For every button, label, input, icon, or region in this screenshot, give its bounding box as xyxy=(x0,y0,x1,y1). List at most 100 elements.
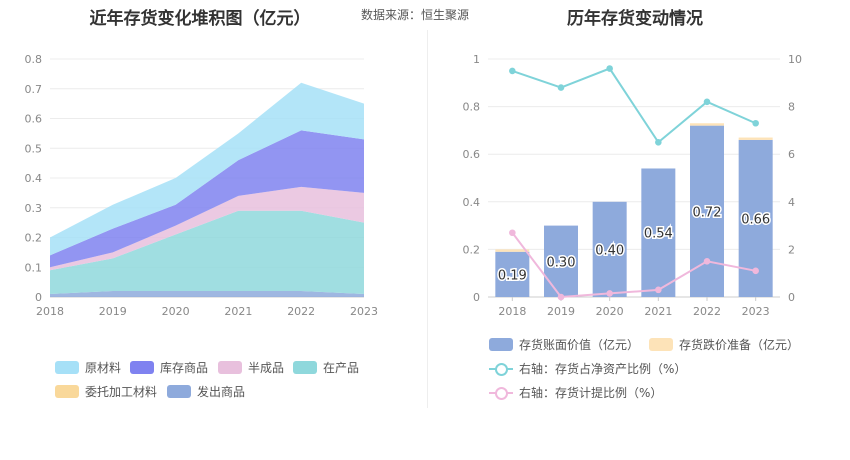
x-tick-label: 2021 xyxy=(644,305,672,318)
legend-line-marker xyxy=(489,386,513,400)
y-tick-label: 0.5 xyxy=(25,142,43,155)
y-tick-label: 0.3 xyxy=(25,202,43,215)
line-point xyxy=(752,267,759,275)
line-point xyxy=(557,84,565,91)
legend-item-finished-goods[interactable]: 库存商品 xyxy=(130,359,208,376)
y2-tick-label: 0 xyxy=(788,291,795,304)
x-tick-label: 2022 xyxy=(693,305,721,318)
data-source: 数据来源：恒生聚源 xyxy=(361,8,470,22)
bar-value-label: 0.54 xyxy=(644,227,673,242)
legend-item-net-asset-ratio[interactable]: 右轴：存货占净资产比例（%） xyxy=(489,360,686,377)
x-tick-label: 2019 xyxy=(547,305,575,318)
line-point xyxy=(703,98,711,106)
legend-label: 右轴：存货占净资产比例（%） xyxy=(519,362,687,376)
bar-value-label: 0.30 xyxy=(547,255,576,270)
legend-item-wip[interactable]: 在产品 xyxy=(293,359,359,376)
line-point xyxy=(509,67,516,75)
line-point xyxy=(557,293,565,301)
right-chart-title: 历年存货变动情况 xyxy=(567,9,703,29)
legend-label: 存货跌价准备（亿元） xyxy=(679,338,800,352)
x-tick-label: 2020 xyxy=(596,305,624,318)
line-point xyxy=(509,229,516,237)
x-tick-label: 2020 xyxy=(162,305,190,318)
legend-label: 发出商品 xyxy=(197,385,246,399)
y-tick-label: 0.4 xyxy=(25,172,43,185)
line-point xyxy=(606,290,613,297)
y2-tick-label: 6 xyxy=(788,148,795,161)
y-tick-label: 0.6 xyxy=(463,148,481,161)
legend-swatch xyxy=(293,361,317,374)
legend-label: 半成品 xyxy=(248,361,285,375)
bar-value-label: 0.72 xyxy=(693,205,722,220)
y2-tick-label: 4 xyxy=(788,196,795,209)
line-point xyxy=(703,258,711,265)
y2-tick-label: 2 xyxy=(788,243,795,256)
left-chart-title: 近年存货变化堆积图（亿元） xyxy=(89,9,311,29)
legend-swatch xyxy=(55,385,79,398)
y-tick-label: 0.6 xyxy=(25,113,43,126)
bar-value-label: 0.40 xyxy=(595,243,624,258)
impairment-bar xyxy=(738,137,773,140)
legend-swatch xyxy=(130,361,154,374)
legend-label: 右轴：存货计提比例（%） xyxy=(519,386,663,400)
stacked-area-chart: 0 0.1 0.2 0.3 0.4 0.5 0.6 0.7 0.8 2018 2019 2020 202… xyxy=(25,53,379,318)
provision-ratio-line xyxy=(511,232,756,299)
legend-swatch xyxy=(218,361,242,374)
legend-label: 在产品 xyxy=(323,361,360,375)
x-tick-label: 2018 xyxy=(498,305,526,318)
impairment-bar xyxy=(690,123,724,126)
y-tick-label: 0.2 xyxy=(463,243,481,256)
area-series xyxy=(50,130,364,268)
y2-tick-label: 8 xyxy=(788,101,795,114)
line-point xyxy=(655,139,662,146)
y-tick-label: 0.8 xyxy=(25,53,43,66)
legend-item-provision-ratio[interactable]: 右轴：存货计提比例（%） xyxy=(489,384,662,401)
bar xyxy=(495,251,530,297)
x-tick-label: 2022 xyxy=(287,305,315,318)
line-point xyxy=(655,286,662,294)
area-series xyxy=(50,291,364,297)
x-tick-label: 2018 xyxy=(36,305,64,318)
legend-label: 委托加工材料 xyxy=(85,385,158,399)
legend-swatch xyxy=(55,361,79,374)
y-tick-label: 0.1 xyxy=(25,261,43,274)
impairment-bar xyxy=(495,249,530,252)
legend-item-semi-finished[interactable]: 半成品 xyxy=(218,359,284,376)
area-series xyxy=(50,82,364,256)
area-series xyxy=(50,186,364,271)
y-tick-label: 0 xyxy=(35,291,42,304)
y-tick-label: 0.7 xyxy=(25,83,43,96)
area-series xyxy=(50,210,364,295)
x-tick-label: 2019 xyxy=(99,305,127,318)
legend-item-book-value[interactable]: 存货账面价值（亿元） xyxy=(489,336,639,353)
legend-label: 库存商品 xyxy=(160,361,209,375)
legend-item-goods-shipped[interactable]: 发出商品 xyxy=(167,383,245,400)
line-point xyxy=(606,65,613,72)
legend-item-raw-materials[interactable]: 原材料 xyxy=(55,359,121,376)
bar-value-label: 0.19 xyxy=(498,268,527,283)
x-tick-label: 2023 xyxy=(742,305,770,318)
x-tick-label: 2023 xyxy=(350,305,378,318)
legend-item-impairment[interactable]: 存货跌价准备（亿元） xyxy=(649,336,799,353)
legend-swatch xyxy=(489,338,513,351)
legend-label: 存货账面价值（亿元） xyxy=(519,338,640,352)
y2-tick-label: 10 xyxy=(788,53,802,66)
bar xyxy=(592,201,627,297)
y-tick-label: 0 xyxy=(473,291,480,304)
bar-value-label: 0.66 xyxy=(741,212,770,227)
x-tick-label: 2021 xyxy=(224,305,252,318)
bar xyxy=(641,168,676,297)
bar xyxy=(544,225,578,297)
line-point xyxy=(752,119,759,127)
legend-swatch xyxy=(167,385,191,398)
legend-item-consigned-materials[interactable]: 委托加工材料 xyxy=(55,383,157,400)
y-tick-label: 0.2 xyxy=(25,232,43,245)
y-tick-label: 1 xyxy=(473,53,480,66)
legend-swatch xyxy=(649,338,673,351)
panel-divider xyxy=(427,30,428,408)
y-tick-label: 0.4 xyxy=(463,196,481,209)
legend-label: 原材料 xyxy=(85,361,122,375)
legend-line-marker xyxy=(489,362,513,376)
y-tick-label: 0.8 xyxy=(463,101,481,114)
